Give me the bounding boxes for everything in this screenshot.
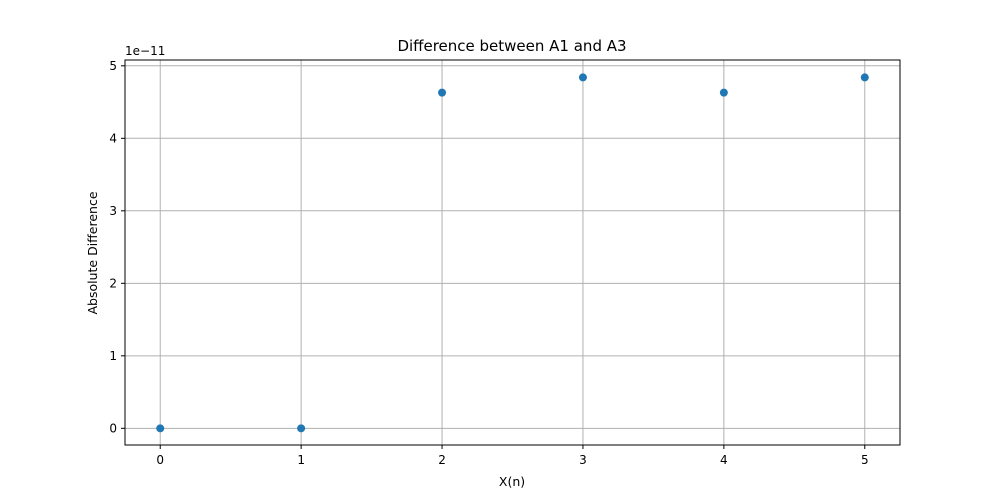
data-point xyxy=(438,88,447,97)
y-offset-label: 1e−11 xyxy=(125,44,165,58)
x-tick-label: 4 xyxy=(720,453,728,467)
grid xyxy=(125,60,900,445)
x-tick-label: 1 xyxy=(297,453,305,467)
data-point xyxy=(156,424,165,433)
y-axis-label: Absolute Difference xyxy=(85,191,100,314)
x-axis-label: X(n) xyxy=(499,474,525,489)
data-points xyxy=(156,73,869,433)
y-tick-label: 1 xyxy=(109,349,117,363)
y-tick-label: 0 xyxy=(109,421,117,435)
y-tick-label: 4 xyxy=(109,131,117,145)
x-tick-label: 0 xyxy=(156,453,164,467)
data-point xyxy=(578,73,587,82)
y-tick-label: 2 xyxy=(109,276,117,290)
x-tick-label: 2 xyxy=(438,453,446,467)
x-tick-label: 5 xyxy=(861,453,869,467)
ticks: 0 1 2 3 4 5 0 1 2 3 4 5 xyxy=(109,59,868,467)
y-tick-label: 5 xyxy=(109,59,117,73)
y-tick-label: 3 xyxy=(109,204,117,218)
data-point xyxy=(719,88,728,97)
chart-title: Difference between A1 and A3 xyxy=(397,37,626,55)
plot-frame xyxy=(124,59,901,446)
data-point xyxy=(297,424,306,433)
data-point xyxy=(860,73,869,82)
x-tick-label: 3 xyxy=(579,453,587,467)
